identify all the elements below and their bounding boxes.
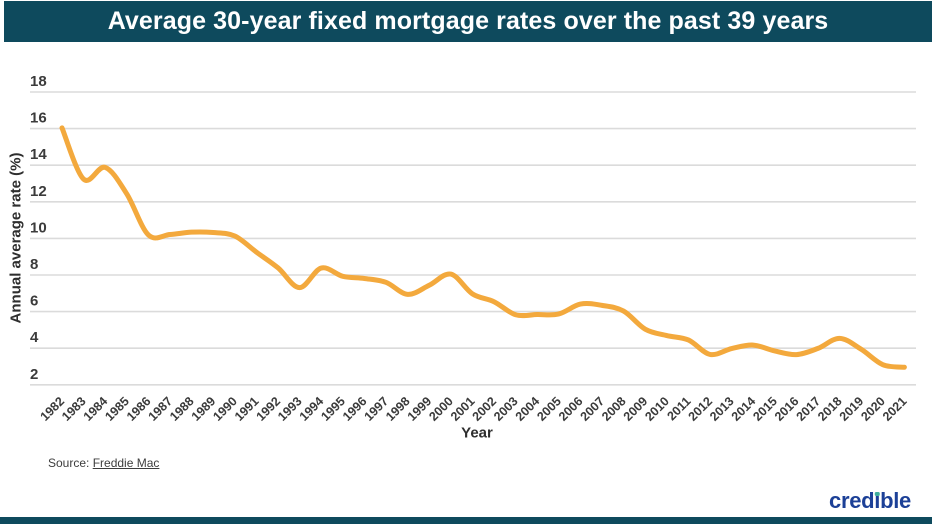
- logo-letters: cred: [829, 488, 875, 513]
- source-note: Source: Freddie Mac: [48, 456, 159, 470]
- x-axis-title: Year: [461, 424, 493, 442]
- y-tick-label: 14: [30, 146, 47, 163]
- source-link[interactable]: Freddie Mac: [92, 456, 160, 470]
- y-tick-label: 4: [30, 329, 39, 346]
- credible-logo: credı ble: [829, 490, 911, 512]
- y-tick-label: 10: [30, 219, 47, 236]
- chart-title: Average 30-year fixed mortgage rates ove…: [107, 7, 829, 35]
- logo-i-dot: [874, 491, 880, 496]
- y-tick-label: 6: [30, 293, 38, 310]
- bottom-accent-bar: [0, 517, 932, 524]
- y-tick-label: 12: [30, 183, 47, 200]
- y-tick-label: 16: [30, 110, 47, 127]
- source-prefix: Source:: [48, 456, 90, 470]
- y-tick-label: 18: [30, 73, 47, 90]
- y-axis-title: Annual average rate (%): [7, 152, 25, 324]
- x-tick-label: 2011: [664, 394, 693, 423]
- y-tick-label: 8: [30, 256, 38, 273]
- y-tick-label: 2: [30, 366, 38, 383]
- logo-letters: ble: [880, 488, 911, 513]
- x-tick-label: 2021: [880, 394, 910, 424]
- rate-line: [59, 125, 907, 370]
- title-banner: Average 30-year fixed mortgage rates ove…: [4, 1, 932, 42]
- logo-letter-i: ı: [874, 488, 881, 513]
